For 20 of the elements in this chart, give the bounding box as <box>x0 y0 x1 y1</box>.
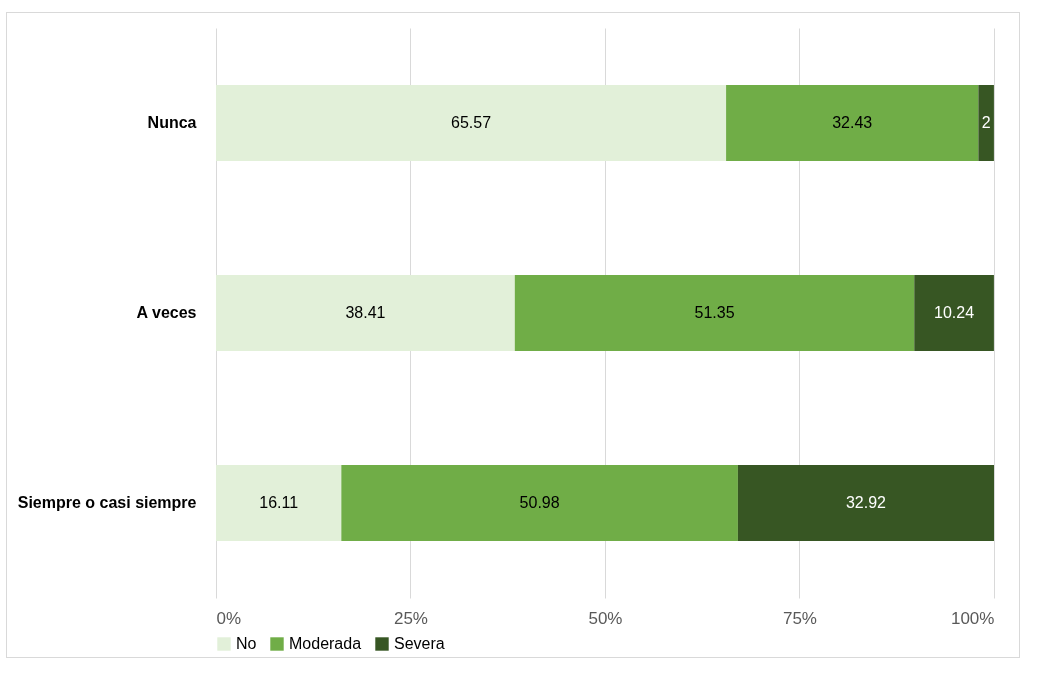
legend-label: No <box>236 635 257 652</box>
data-label: 65.57 <box>451 114 492 131</box>
x-tick-label: 75% <box>782 608 817 628</box>
x-tick-label: 100% <box>950 608 995 628</box>
legend-label: Moderada <box>289 635 362 652</box>
data-label: 51.35 <box>694 304 735 321</box>
data-label: 32.92 <box>845 494 887 511</box>
data-label: 16.11 <box>259 494 299 511</box>
data-label: 38.41 <box>345 304 386 321</box>
data-label: 32.43 <box>832 114 873 131</box>
y-tick-label: A veces <box>136 304 197 321</box>
legend-label: Severa <box>394 635 445 652</box>
x-tick-label: 25% <box>393 608 428 628</box>
x-tick-label: 0% <box>216 608 242 628</box>
data-label: 50.98 <box>519 494 560 511</box>
data-label: 10.24 <box>934 304 975 321</box>
data-label: 2 <box>981 114 991 131</box>
y-tick-label: Nunca <box>147 114 197 131</box>
x-tick-label: 50% <box>588 608 623 628</box>
y-tick-label: Siempre o casi siempre <box>17 494 197 511</box>
